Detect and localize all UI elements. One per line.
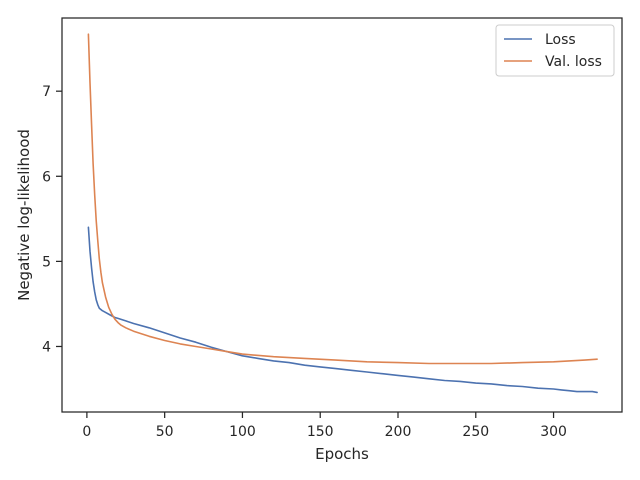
x-tick-label: 150 <box>307 424 334 440</box>
y-axis: 4 5 6 7 <box>42 84 62 355</box>
legend-label-val-loss: Val. loss <box>545 54 602 70</box>
y-tick-label: 4 <box>42 339 51 355</box>
x-tick-label: 300 <box>540 424 567 440</box>
plot-frame <box>61 17 623 413</box>
x-axis: 0 50 100 150 200 250 300 <box>82 412 567 440</box>
x-tick-label: 200 <box>385 424 412 440</box>
x-tick-label: 100 <box>229 424 256 440</box>
legend-box <box>495 24 615 77</box>
x-axis-label: Epochs <box>315 445 369 463</box>
y-tick-label: 5 <box>42 254 51 270</box>
y-axis-label: Negative log-likelihood <box>15 129 33 301</box>
x-tick-label: 250 <box>462 424 489 440</box>
series-layer <box>87 33 598 394</box>
x-tick-label: 0 <box>82 424 91 440</box>
y-tick-label: 6 <box>42 169 51 185</box>
series-line-val-loss <box>87 33 598 365</box>
series-line-loss <box>87 226 598 394</box>
legend: Loss Val. loss <box>495 24 615 77</box>
y-tick-label: 7 <box>42 84 51 100</box>
x-tick-label: 50 <box>156 424 174 440</box>
legend-label-loss: Loss <box>545 32 576 48</box>
